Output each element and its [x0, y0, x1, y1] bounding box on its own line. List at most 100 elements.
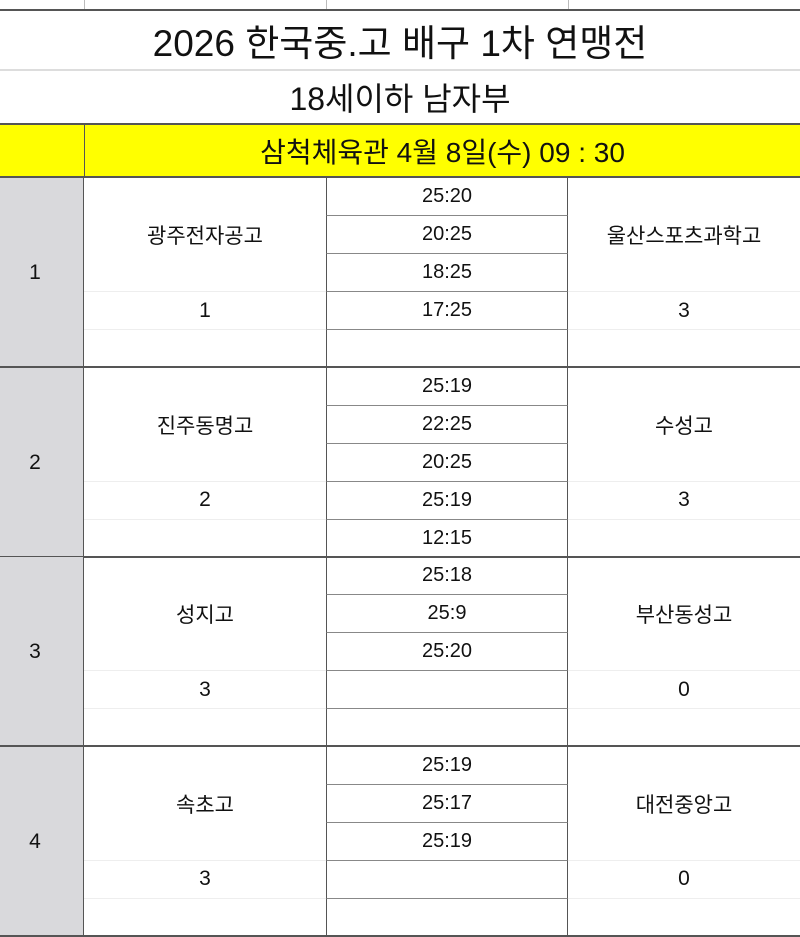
empty-cell [84, 747, 326, 785]
team-b-name: 울산스포츠과학고 [606, 225, 762, 248]
match-number: 1 [29, 261, 41, 284]
empty-cell [84, 633, 326, 671]
empty-cell [568, 747, 800, 785]
team-b-name: 수성고 [655, 414, 713, 438]
sheet-row [84, 709, 800, 747]
team-a-sets-won: 3 [84, 861, 326, 899]
set-score: 25:20 [326, 633, 568, 671]
sheet-row: 성지고 25:9 부산동성고 [84, 595, 800, 633]
set-score: 12:15 [326, 519, 568, 558]
set-score [326, 330, 568, 368]
empty-cell [568, 557, 800, 595]
set-score: 25:19 [326, 481, 568, 520]
divider [84, 0, 85, 9]
empty-cell [84, 709, 326, 747]
match-block: 2 25:19 진주동명고 22:25 수성고 20:25 2 25:19 3 … [0, 367, 800, 558]
empty-cell [84, 899, 326, 937]
set-score [326, 709, 568, 747]
empty-cell [84, 368, 326, 406]
set-score: 25:19 [326, 367, 568, 406]
sheet-row: 20:25 [84, 443, 800, 482]
team-a-name: 광주전자공고 [147, 225, 263, 248]
empty-cell [568, 330, 800, 368]
sheet-row: 속초고 25:17 대전중앙고 [84, 784, 800, 823]
empty-cell [568, 178, 800, 216]
set-score: 25:20 [326, 178, 568, 216]
sheet-row: 25:20 [84, 178, 800, 216]
empty-cell [568, 254, 800, 292]
set-score [326, 860, 568, 899]
set-score [326, 671, 568, 709]
top-partial-row [0, 0, 800, 11]
team-b-sets-won: 0 [568, 671, 800, 709]
empty-cell [84, 557, 326, 595]
empty-cell [84, 823, 326, 861]
set-score: 25:18 [326, 557, 568, 595]
set-score: 25:9 [326, 595, 568, 633]
team-a-name: 진주동명고 [156, 414, 254, 438]
sheet-row: 광주전자공고 20:25 울산스포츠과학고 [84, 216, 800, 254]
set-score: 17:25 [326, 292, 568, 330]
team-a-sets-won: 1 [84, 292, 326, 330]
match-block: 3 25:18 성지고 25:9 부산동성고 25:20 3 0 [0, 557, 800, 747]
match-number-column: 2 [0, 367, 84, 556]
set-score: 18:25 [326, 254, 568, 292]
set-score [326, 898, 568, 937]
set-score: 20:25 [326, 216, 568, 254]
sheet-row: 2 25:19 3 [84, 481, 800, 520]
empty-cell [84, 444, 326, 482]
match-number: 2 [29, 450, 41, 474]
team-a-sets-won: 3 [84, 671, 326, 709]
sheet-row: 진주동명고 22:25 수성고 [84, 405, 800, 444]
sheet-row: 12:15 [84, 519, 800, 558]
team-b-name: 부산동성고 [635, 604, 733, 627]
team-a-name: 성지고 [176, 604, 234, 627]
team-a-sets-won: 2 [84, 482, 326, 520]
empty-cell [84, 330, 326, 368]
empty-cell [568, 709, 800, 747]
empty-cell [568, 633, 800, 671]
divider [568, 0, 569, 9]
team-a-name: 속초고 [176, 793, 234, 817]
match-number: 3 [29, 640, 41, 663]
sheet-row [84, 898, 800, 937]
empty-cell [84, 178, 326, 216]
match-number-column: 4 [0, 746, 84, 935]
sheet-row: 3 0 [84, 860, 800, 899]
team-b-sets-won: 3 [568, 292, 800, 330]
set-score: 20:25 [326, 443, 568, 482]
team-b-name: 대전중앙고 [635, 793, 733, 817]
team-b-sets-won: 0 [568, 861, 800, 899]
set-score: 25:19 [326, 746, 568, 785]
empty-cell [84, 254, 326, 292]
match-block: 1 25:20 광주전자공고 20:25 울산스포츠과학고 18:25 1 17… [0, 178, 800, 368]
empty-cell [568, 823, 800, 861]
sheet-row: 25:18 [84, 557, 800, 595]
sheet-row: 25:19 [84, 367, 800, 406]
set-score: 22:25 [326, 405, 568, 444]
match-block: 4 25:19 속초고 25:17 대전중앙고 25:19 3 0 [0, 746, 800, 937]
sheet-row: 25:19 [84, 822, 800, 861]
set-score: 25:17 [326, 784, 568, 823]
match-number: 4 [29, 829, 41, 853]
match-number-column: 1 [0, 178, 84, 366]
sheet-row: 25:20 [84, 633, 800, 671]
empty-cell [84, 520, 326, 558]
sheet-row [84, 330, 800, 368]
team-b-sets-won: 3 [568, 482, 800, 520]
page-title: 2026 한국중.고 배구 1차 연맹전 [0, 11, 800, 71]
venue-row: 삼척체육관 4월 8일(수) 09 : 30 [0, 125, 800, 178]
empty-cell [568, 444, 800, 482]
sheet-row: 3 0 [84, 671, 800, 709]
match-number-column: 3 [0, 557, 84, 745]
empty-cell [568, 520, 800, 558]
sheet-row: 1 17:25 3 [84, 292, 800, 330]
set-score: 25:19 [326, 822, 568, 861]
sheet-row: 18:25 [84, 254, 800, 292]
empty-cell [568, 899, 800, 937]
divider [326, 0, 327, 9]
sheet-row: 25:19 [84, 746, 800, 785]
venue-date-time: 삼척체육관 4월 8일(수) 09 : 30 [84, 125, 800, 176]
division-subtitle: 18세이하 남자부 [0, 71, 800, 125]
empty-cell [568, 368, 800, 406]
